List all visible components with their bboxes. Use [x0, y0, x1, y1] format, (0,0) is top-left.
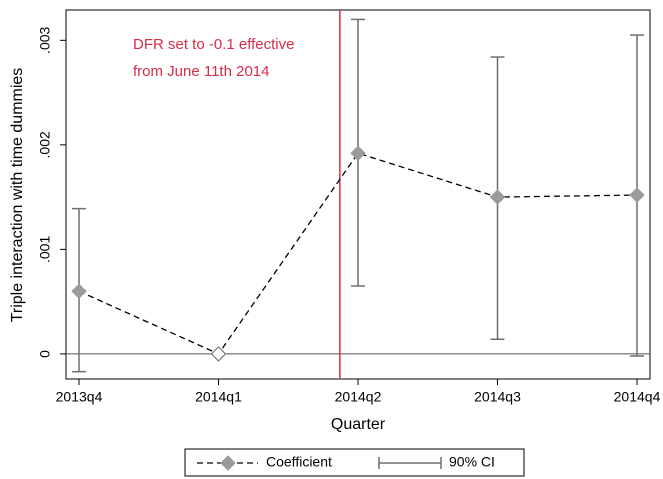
y-tick-label: .003 [37, 26, 53, 53]
y-tick-label: .001 [37, 236, 53, 263]
y-axis-label: Triple interaction with time dummies [9, 68, 26, 323]
x-axis-label: Quarter [331, 416, 386, 433]
coefficient-line [78, 152, 638, 355]
coefficient-marker [350, 145, 366, 161]
coefficient-marker [71, 283, 87, 299]
x-tick-label: 2014q1 [195, 389, 242, 405]
y-tick-label: .002 [37, 131, 53, 158]
legend-marker [220, 455, 236, 471]
legend-label: 90% CI [449, 454, 495, 470]
x-tick-label: 2014q2 [335, 389, 382, 405]
coefficient-marker [489, 189, 506, 205]
coefficient-marker [210, 346, 227, 362]
x-tick-label: 2013q4 [56, 389, 103, 405]
annotation: DFR set to -0.1 effective [133, 36, 294, 53]
x-tick-label: 2014q4 [614, 389, 661, 405]
coefficient-marker [629, 187, 645, 203]
annotation: from June 11th 2014 [133, 63, 269, 80]
y-tick-label: 0 [37, 350, 53, 358]
x-tick-label: 2014q3 [474, 389, 521, 405]
legend-label: Coefficient [266, 454, 332, 470]
